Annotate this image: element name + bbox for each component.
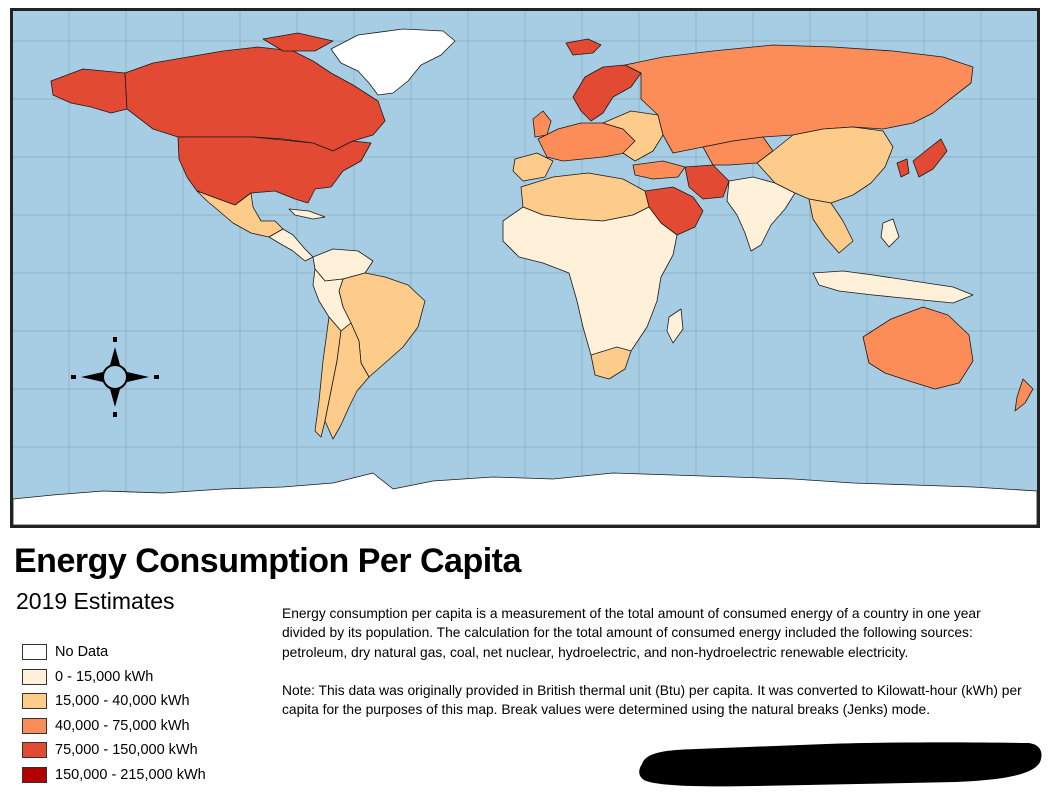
legend-item: 150,000 - 215,000 kWh: [22, 763, 206, 788]
legend-label: 150,000 - 215,000 kWh: [55, 766, 206, 783]
world-map-svg: [13, 11, 1037, 525]
country-sub-saharan-africa: [502, 206, 678, 372]
description-paragraph: Energy consumption per capita is a measu…: [282, 606, 981, 660]
country-korea: [896, 158, 910, 178]
map-description: Energy consumption per capita is a measu…: [282, 604, 1027, 738]
legend-label: No Data: [55, 644, 109, 661]
country-antarctica: [13, 472, 1037, 525]
country-greenland: [330, 28, 456, 96]
world-map: [10, 8, 1040, 528]
legend-label: 40,000 - 75,000 kWh: [55, 717, 190, 734]
legend-item: 15,000 - 40,000 kWh: [22, 689, 206, 714]
country-southeast-asia: [808, 198, 854, 254]
country-madagascar: [666, 308, 684, 344]
country-uk: [532, 110, 552, 138]
legend-swatch: [22, 668, 47, 685]
legend-label: 15,000 - 40,000 kWh: [55, 693, 190, 710]
legend-item: No Data: [22, 640, 206, 665]
legend-swatch: [22, 693, 47, 710]
country-indonesia: [812, 270, 974, 304]
map-title: Energy Consumption Per Capita: [14, 542, 521, 580]
country-japan: [912, 138, 948, 178]
country-canada-islands: [262, 32, 334, 52]
legend-swatch: [22, 742, 47, 759]
legend-swatch: [22, 717, 47, 734]
country-russia: [624, 44, 974, 154]
country-scandinavia: [572, 64, 642, 122]
country-mexico: [196, 190, 284, 238]
country-philippines: [880, 218, 900, 248]
country-turkey: [632, 160, 686, 180]
legend-swatch: [22, 644, 47, 661]
country-iceland: [565, 38, 602, 56]
country-china: [756, 126, 894, 204]
country-south-asia: [726, 176, 796, 252]
legend-item: 0 - 15,000 kWh: [22, 665, 206, 690]
legend: No Data 0 - 15,000 kWh 15,000 - 40,000 k…: [22, 640, 206, 787]
legend-swatch: [22, 766, 47, 783]
legend-item: 75,000 - 150,000 kWh: [22, 738, 206, 763]
redaction-mark: [639, 742, 1042, 787]
legend-label: 0 - 15,000 kWh: [55, 668, 154, 685]
country-south-africa: [590, 346, 632, 380]
country-new-zealand: [1014, 378, 1034, 412]
map-subtitle: 2019 Estimates: [16, 588, 175, 614]
country-cuba: [288, 208, 326, 220]
country-australia: [862, 306, 974, 390]
legend-item: 40,000 - 75,000 kWh: [22, 714, 206, 739]
country-usa-alaska: [50, 68, 128, 114]
country-argentina: [324, 322, 370, 440]
compass-rose-icon: [71, 337, 159, 417]
country-iberia: [512, 152, 554, 182]
country-eastern-europe: [602, 110, 664, 162]
legend-label: 75,000 - 150,000 kWh: [55, 742, 198, 759]
note-paragraph: Note: This data was originally provided …: [282, 682, 1022, 718]
